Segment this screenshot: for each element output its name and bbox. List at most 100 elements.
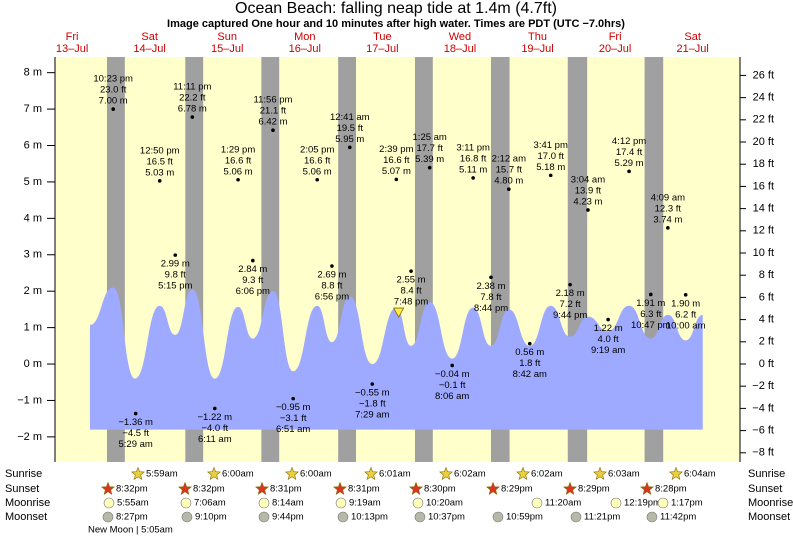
moonrise-time: 5:55am xyxy=(117,498,149,509)
day-name: Sat xyxy=(141,31,158,43)
tide-area xyxy=(89,287,703,430)
extreme-label: 8.8 ft xyxy=(321,281,342,292)
moonset-time: 9:44pm xyxy=(272,512,304,523)
sunset-time: 8:29pm xyxy=(501,484,533,495)
moonrise-icon xyxy=(610,497,622,509)
extreme-dot xyxy=(315,177,320,182)
extreme-dot xyxy=(548,173,553,178)
day-name: Mon xyxy=(294,31,315,43)
extreme-label: 5:15 pm xyxy=(158,281,192,292)
extreme-dot xyxy=(213,406,217,411)
extreme-dot xyxy=(648,292,653,297)
extreme-label: 5.07 m xyxy=(382,166,411,177)
sunrise-time: 6:00am xyxy=(300,469,332,480)
y-tick-label: 6 m xyxy=(24,139,42,151)
extreme-label: 2.99 m xyxy=(161,259,190,270)
moonset-time: 10:59pm xyxy=(506,512,543,523)
extreme-label: −1.22 m xyxy=(198,412,233,423)
sunset-time: 8:30pm xyxy=(424,484,456,495)
extreme-dot xyxy=(394,177,399,182)
extreme-label: 15.7 ft xyxy=(496,165,523,176)
extreme-label: 5.06 m xyxy=(303,166,332,177)
y-tick-label: 8 m xyxy=(24,67,42,79)
extreme-label: 2:39 pm xyxy=(379,144,413,155)
y-tick-label: 0 m xyxy=(24,358,42,370)
moonrise-time: 11:20am xyxy=(545,498,581,509)
extreme-label: 7.2 ft xyxy=(560,299,581,310)
sunset-time: 8:28pm xyxy=(655,484,687,495)
moonset-icon xyxy=(646,511,658,523)
day-name: Tue xyxy=(373,31,392,43)
sunset-time: 8:32pm xyxy=(116,484,148,495)
extreme-label: 10:47 pm xyxy=(631,320,671,331)
y2-tick-label: 14 ft xyxy=(753,203,774,215)
extreme-label: 4:09 am xyxy=(651,192,685,203)
sunrise-time: 5:59am xyxy=(146,469,178,480)
extreme-label: 5.95 m xyxy=(335,134,364,145)
y2-tick-label: 8 ft xyxy=(759,269,774,281)
day-date: 14–Jul xyxy=(133,43,165,55)
extreme-label: 7:48 pm xyxy=(394,297,428,308)
extreme-dot xyxy=(666,226,670,230)
moonrise-time: 12:19pm xyxy=(624,498,661,509)
y2-tick-label: 2 ft xyxy=(759,336,774,348)
extreme-dot xyxy=(627,169,631,174)
row-label: Sunrise xyxy=(748,468,785,480)
sun-icon xyxy=(439,466,453,480)
y-tick-label: 3 m xyxy=(24,249,42,261)
extreme-label: 10:23 pm xyxy=(93,74,133,85)
day-date: 21–Jul xyxy=(676,43,708,55)
y-tick-label: −2 m xyxy=(17,431,42,443)
moon-phase: New Moon | 5:05am xyxy=(88,525,173,536)
extreme-label: 12.3 ft xyxy=(655,203,682,214)
extreme-label: 16.6 ft xyxy=(225,155,252,166)
extreme-label: 2.18 m xyxy=(556,288,585,299)
extreme-label: 6:51 am xyxy=(276,424,310,435)
extreme-dot xyxy=(586,208,590,212)
extreme-label: 7.00 m xyxy=(99,96,128,107)
day-date: 17–Jul xyxy=(366,43,398,55)
moonrise-icon xyxy=(258,497,270,509)
extreme-label: 16.5 ft xyxy=(147,156,174,167)
moonset-icon xyxy=(414,511,426,523)
extreme-label: 23.0 ft xyxy=(100,85,127,96)
extreme-label: 8:44 pm xyxy=(474,303,508,314)
extreme-dot xyxy=(190,115,195,119)
y2-tick-label: 0 ft xyxy=(759,358,774,370)
extreme-label: 10:00 am xyxy=(666,320,706,331)
sun-icon xyxy=(516,466,530,480)
day-date: 16–Jul xyxy=(289,43,321,55)
row-label: Moonset xyxy=(5,511,47,523)
y2-tick-label: 6 ft xyxy=(759,291,774,303)
extreme-label: 6:56 pm xyxy=(315,292,349,303)
sun-icon xyxy=(563,481,577,495)
extreme-dot xyxy=(507,187,511,192)
sun-icon xyxy=(364,466,378,480)
extreme-label: 4:12 pm xyxy=(612,136,646,147)
extreme-label: 6:06 pm xyxy=(236,286,270,297)
moonrise-time: 8:14am xyxy=(272,498,304,509)
sun-icon xyxy=(593,466,607,480)
sun-icon xyxy=(285,466,299,480)
sun-icon xyxy=(101,481,115,495)
extreme-dot xyxy=(271,128,275,133)
extreme-dot xyxy=(683,293,688,297)
extreme-label: 9.3 ft xyxy=(242,275,263,286)
sun-icon xyxy=(178,481,192,495)
extreme-dot xyxy=(471,176,475,180)
moonset-time: 10:13pm xyxy=(351,512,388,523)
extreme-label: 7.8 ft xyxy=(480,292,501,303)
sunset-time: 8:32pm xyxy=(193,484,225,495)
sun-icon xyxy=(207,466,221,480)
extreme-label: 16.6 ft xyxy=(383,155,410,166)
day-name: Sat xyxy=(684,31,701,43)
row-label: Sunset xyxy=(5,483,39,495)
y-tick-label: −1 m xyxy=(17,394,42,406)
extreme-label: 5.03 m xyxy=(145,167,174,178)
extreme-label: 5.29 m xyxy=(615,158,644,169)
moonrise-time: 7:06am xyxy=(194,498,226,509)
extreme-label: 5.06 m xyxy=(224,166,253,177)
row-label: Sunrise xyxy=(5,468,42,480)
sunrise-time: 6:02am xyxy=(531,469,563,480)
